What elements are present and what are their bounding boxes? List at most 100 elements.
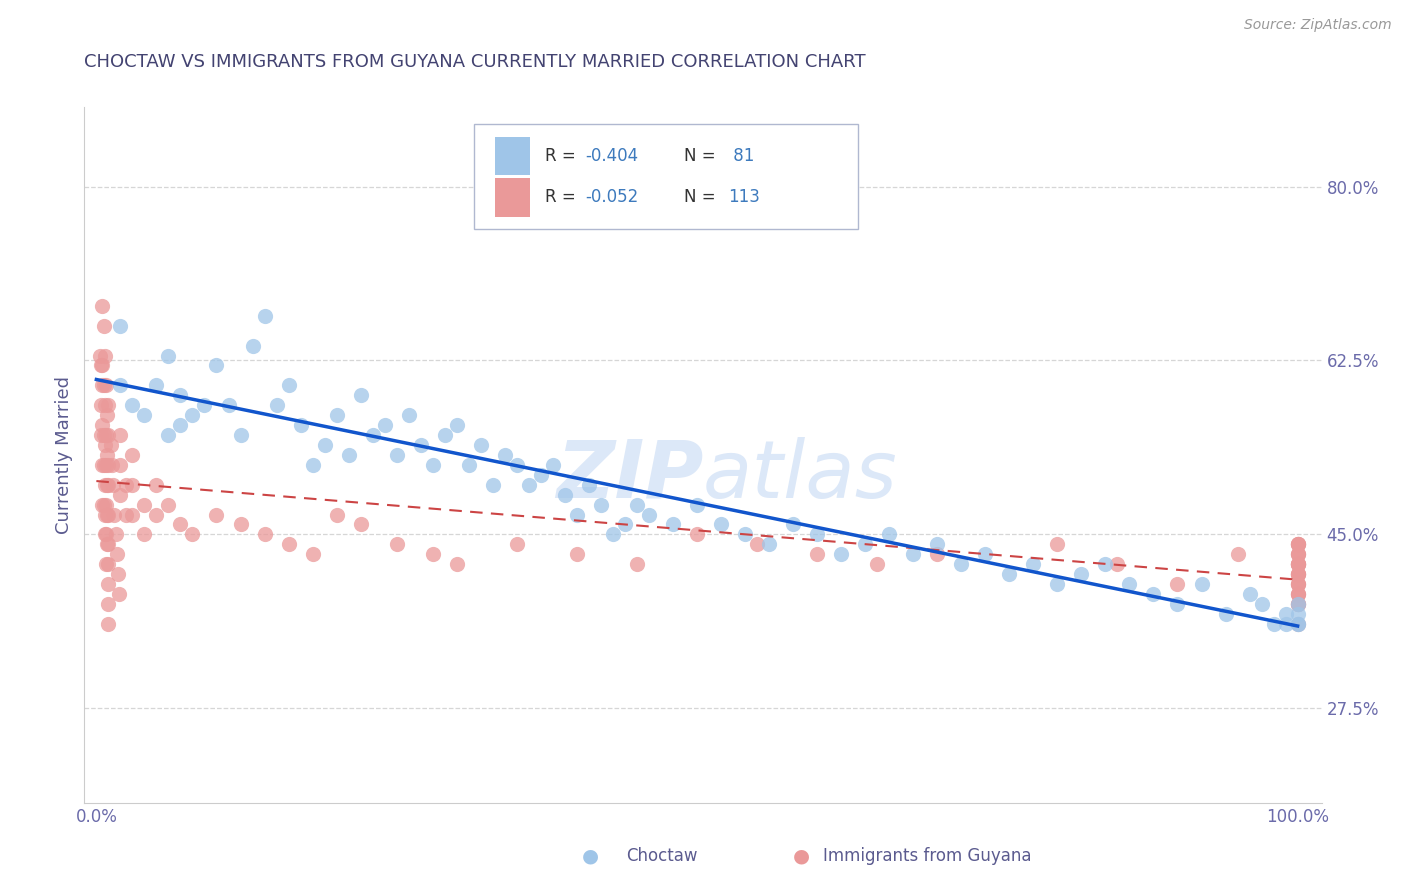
Point xyxy=(93,378,115,392)
Point xyxy=(1286,587,1309,601)
Point xyxy=(157,428,180,442)
Point xyxy=(93,428,115,442)
Point xyxy=(97,398,120,412)
Point xyxy=(1046,537,1069,551)
Point xyxy=(107,567,129,582)
Point xyxy=(385,448,408,462)
Point xyxy=(506,458,529,472)
Point xyxy=(1274,607,1296,621)
Point xyxy=(602,527,624,541)
Point xyxy=(253,309,276,323)
Point xyxy=(91,418,114,433)
Point xyxy=(1286,567,1309,582)
Text: Source: ZipAtlas.com: Source: ZipAtlas.com xyxy=(1244,18,1392,32)
Point xyxy=(94,428,117,442)
Text: 113: 113 xyxy=(728,188,759,206)
Text: ZIP: ZIP xyxy=(555,437,703,515)
Point xyxy=(94,527,117,541)
Point xyxy=(94,477,117,491)
Point xyxy=(1286,616,1309,631)
Point xyxy=(337,448,360,462)
Point xyxy=(626,498,648,512)
Point xyxy=(806,547,828,561)
Point xyxy=(242,338,264,352)
Point xyxy=(1286,558,1309,572)
Point xyxy=(866,558,889,572)
Point xyxy=(169,418,191,433)
Point xyxy=(121,398,143,412)
Point xyxy=(97,458,120,472)
Point xyxy=(89,349,111,363)
Point xyxy=(1286,537,1309,551)
Point xyxy=(950,558,973,572)
Point xyxy=(266,398,288,412)
Point xyxy=(91,458,114,472)
Bar xyxy=(495,178,530,217)
Point xyxy=(110,318,132,333)
Point xyxy=(433,428,456,442)
Point xyxy=(121,448,143,462)
Point xyxy=(1166,597,1188,611)
Point xyxy=(638,508,661,522)
Point xyxy=(93,498,115,512)
Point xyxy=(97,597,120,611)
Point xyxy=(97,537,120,551)
Point xyxy=(1286,558,1309,572)
Point xyxy=(1286,616,1309,631)
Point xyxy=(1191,577,1213,591)
Point xyxy=(115,508,138,522)
Point xyxy=(90,359,112,373)
Point xyxy=(1022,558,1045,572)
Point xyxy=(350,388,373,402)
Point xyxy=(1286,537,1309,551)
Point xyxy=(446,418,468,433)
Point xyxy=(94,378,117,392)
Point xyxy=(91,378,114,392)
Point xyxy=(115,477,138,491)
Point xyxy=(105,547,128,561)
Point xyxy=(110,428,132,442)
Point xyxy=(181,527,204,541)
Point xyxy=(1286,558,1309,572)
Point xyxy=(169,388,191,402)
Point xyxy=(541,458,564,472)
Point xyxy=(181,408,204,422)
Point xyxy=(277,537,299,551)
Point xyxy=(1286,607,1309,621)
Text: N =: N = xyxy=(685,147,721,165)
Point xyxy=(94,349,117,363)
Point xyxy=(1286,567,1309,582)
Point xyxy=(1286,547,1309,561)
Point xyxy=(121,508,143,522)
Point xyxy=(91,359,114,373)
Point xyxy=(481,477,503,491)
Point xyxy=(662,517,685,532)
Point xyxy=(1118,577,1140,591)
FancyBboxPatch shape xyxy=(474,124,858,229)
Point xyxy=(97,428,120,442)
Point xyxy=(1239,587,1261,601)
Point xyxy=(229,517,252,532)
Point xyxy=(91,498,114,512)
Point xyxy=(361,428,384,442)
Point xyxy=(1286,587,1309,601)
Point xyxy=(90,428,112,442)
Point xyxy=(104,527,127,541)
Point xyxy=(1286,577,1309,591)
Point xyxy=(422,458,444,472)
Text: Immigrants from Guyana: Immigrants from Guyana xyxy=(823,847,1031,865)
Point xyxy=(710,517,733,532)
Point xyxy=(1094,558,1116,572)
Point xyxy=(301,458,323,472)
Text: N =: N = xyxy=(685,188,721,206)
Point xyxy=(734,527,756,541)
Point xyxy=(385,537,408,551)
Point xyxy=(1286,597,1309,611)
Text: ●: ● xyxy=(793,847,810,866)
Point xyxy=(277,378,299,392)
Point xyxy=(93,318,115,333)
Point xyxy=(1166,577,1188,591)
Point xyxy=(145,508,167,522)
Point xyxy=(565,547,588,561)
Point xyxy=(110,458,132,472)
